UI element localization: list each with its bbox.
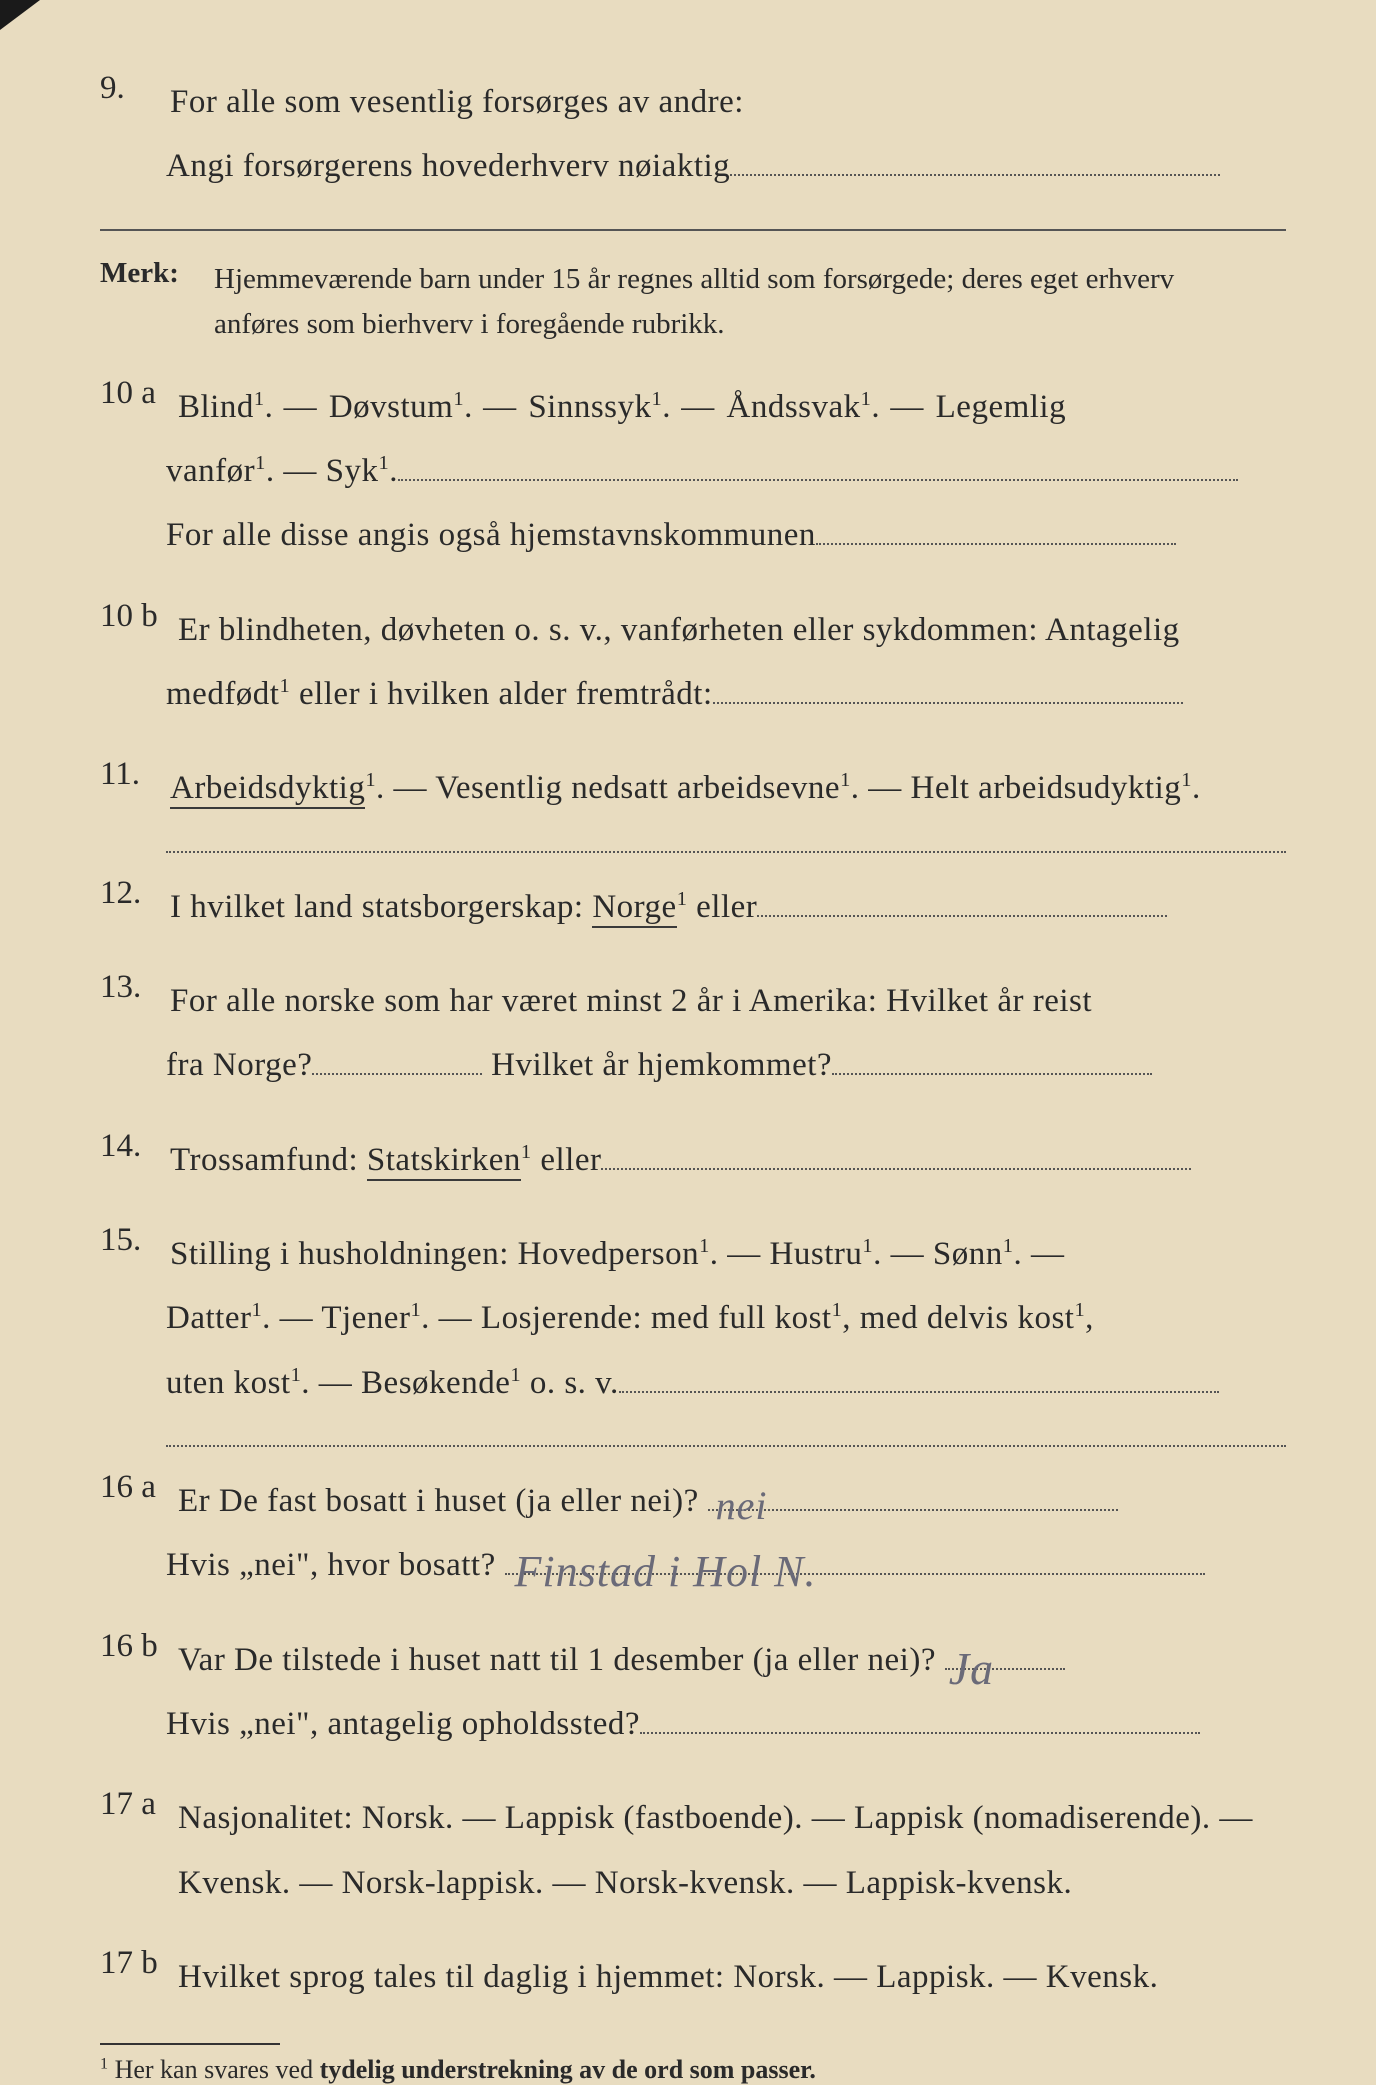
q16b-number: 16 b	[100, 1628, 174, 1665]
q9-line2: Angi forsørgerens hovederhverv nøiaktig	[166, 148, 730, 184]
question-16a: 16 a Er De fast bosatt i huset (ja eller…	[100, 1469, 1286, 1598]
q15-besokende: Besøkende	[361, 1365, 510, 1401]
question-11: 11. Arbeidsdyktig1. — Vesentlig nedsatt …	[100, 756, 1286, 820]
blank-line[interactable]	[757, 889, 1167, 917]
blank-line[interactable]	[601, 1142, 1191, 1170]
q15-uten-kost: uten kost	[166, 1365, 291, 1401]
q15-tjener: Tjener	[321, 1300, 410, 1336]
footnote-bold: tydelig understrekning av de ord som pas…	[320, 2055, 816, 2084]
footnote-sup: 1	[100, 2056, 108, 2073]
q15-osv: o. s. v.	[521, 1365, 619, 1401]
q16b-q2: Hvis „nei", antagelig opholdssted?	[166, 1706, 640, 1742]
q15-sonn: Sønn	[933, 1236, 1003, 1272]
q15-pre: Stilling i husholdningen: Hovedperson	[170, 1236, 699, 1272]
question-15: 15. Stilling i husholdningen: Hovedperso…	[100, 1222, 1286, 1415]
q11-sep2: . — Helt arbeidsudyktig	[851, 770, 1181, 806]
blank-line[interactable]	[816, 517, 1176, 545]
q10a-opt-andssvak: Åndssvak	[727, 389, 861, 425]
q15-number: 15.	[100, 1222, 166, 1259]
q16a-q1: Er De fast bosatt i huset (ja eller nei)…	[178, 1483, 699, 1519]
q10a-vanfor: vanfør	[166, 453, 255, 489]
question-9: 9. For alle som vesentlig forsørges av a…	[100, 70, 1286, 199]
q14-number: 14.	[100, 1128, 166, 1165]
q13-fra-norge: fra Norge?	[166, 1047, 312, 1083]
question-17b: 17 b Hvilket sprog tales til daglig i hj…	[100, 1945, 1286, 2009]
blank-line[interactable]	[640, 1706, 1200, 1734]
merk-label: Merk:	[100, 257, 210, 290]
q14-pre: Trossamfund:	[170, 1142, 367, 1178]
blank-line[interactable]	[312, 1047, 482, 1075]
blank-line[interactable]	[398, 453, 1238, 481]
q10a-syk: Syk	[326, 453, 379, 489]
divider	[100, 229, 1286, 231]
q15-datter: Datter	[166, 1300, 251, 1336]
q13-line1: For alle norske som har været minst 2 år…	[170, 983, 1092, 1019]
q13-hjemkommet: Hvilket år hjemkommet?	[491, 1047, 832, 1083]
footnote-pre: Her kan svares ved	[115, 2055, 320, 2084]
footnote-rule	[100, 2043, 280, 2045]
q12-number: 12.	[100, 875, 166, 912]
dotted-divider	[166, 1445, 1286, 1447]
q11-sep1: . — Vesentlig nedsatt arbeidsevne	[376, 770, 840, 806]
q16b-q1: Var De tilstede i huset natt til 1 desem…	[178, 1642, 936, 1678]
q11-opt-arbeidsdyktig: Arbeidsdyktig	[170, 770, 365, 809]
q10b-line2b: eller i hvilken alder fremtrådt:	[290, 676, 712, 712]
q12-pre: I hvilket land statsborgerskap:	[170, 889, 592, 925]
q17b-number: 17 b	[100, 1945, 174, 1982]
q15-delvis: , med delvis kost	[842, 1300, 1074, 1336]
q16a-number: 16 a	[100, 1469, 174, 1506]
merk-text: Hjemmeværende barn under 15 år regnes al…	[214, 257, 1264, 347]
q17a-text: Nasjonalitet: Norsk. — Lappisk (fastboen…	[178, 1786, 1268, 1915]
q17b-text: Hvilket sprog tales til daglig i hjemmet…	[178, 1959, 1158, 1995]
q15-hustru: Hustru	[770, 1236, 863, 1272]
question-13: 13. For alle norske som har været minst …	[100, 969, 1286, 1098]
question-12: 12. I hvilket land statsborgerskap: Norg…	[100, 875, 1286, 939]
q12-post: eller	[687, 889, 757, 925]
blank-line[interactable]	[619, 1365, 1219, 1393]
q16b-answer1: Ja	[949, 1624, 994, 1714]
q10a-opt-dovstum: Døvstum	[329, 389, 454, 425]
footnote: 1 Her kan svares ved tydelig understrekn…	[100, 2055, 1286, 2085]
q13-number: 13.	[100, 969, 166, 1006]
q10b-number: 10 b	[100, 598, 174, 635]
question-16b: 16 b Var De tilstede i huset natt til 1 …	[100, 1628, 1286, 1757]
q17a-number: 17 a	[100, 1786, 174, 1823]
question-10a: 10 a Blind1. — Døvstum1. — Sinnssyk1. — …	[100, 375, 1286, 568]
q10b-line1: Er blindheten, døvheten o. s. v., vanfør…	[178, 612, 1180, 648]
dotted-divider	[166, 851, 1286, 853]
merk-note: Merk: Hjemmeværende barn under 15 år reg…	[100, 257, 1286, 347]
q15-losjerende: . — Losjerende: med full kost	[421, 1300, 831, 1336]
answer-field[interactable]: nei	[708, 1483, 1118, 1511]
q10a-number: 10 a	[100, 375, 174, 412]
q10b-medfodt: medfødt	[166, 676, 279, 712]
q14-opt-statskirken: Statskirken	[367, 1142, 521, 1181]
q16a-answer2: Finstad i Hol N.	[515, 1529, 817, 1615]
question-17a: 17 a Nasjonalitet: Norsk. — Lappisk (fas…	[100, 1786, 1286, 1915]
q11-number: 11.	[100, 756, 166, 793]
blank-line[interactable]	[713, 676, 1183, 704]
question-14: 14. Trossamfund: Statskirken1 eller	[100, 1128, 1286, 1192]
question-10b: 10 b Er blindheten, døvheten o. s. v., v…	[100, 598, 1286, 727]
q10a-opt-legemlig: Legemlig	[936, 389, 1066, 425]
blank-line[interactable]	[730, 148, 1220, 176]
blank-line[interactable]	[832, 1047, 1152, 1075]
q12-opt-norge: Norge	[592, 889, 676, 928]
q10a-opt-sinnssyk: Sinnssyk	[528, 389, 651, 425]
q9-line1: For alle som vesentlig forsørges av andr…	[170, 84, 744, 120]
q16a-q2: Hvis „nei", hvor bosatt?	[166, 1547, 496, 1583]
q10a-line3: For alle disse angis også hjemstavnskomm…	[166, 517, 816, 553]
q14-post: eller	[532, 1142, 602, 1178]
q10a-opt-blind: Blind	[178, 389, 254, 425]
answer-field[interactable]: Finstad i Hol N.	[505, 1547, 1205, 1575]
q9-number: 9.	[100, 70, 166, 107]
answer-field[interactable]: Ja	[945, 1642, 1065, 1670]
